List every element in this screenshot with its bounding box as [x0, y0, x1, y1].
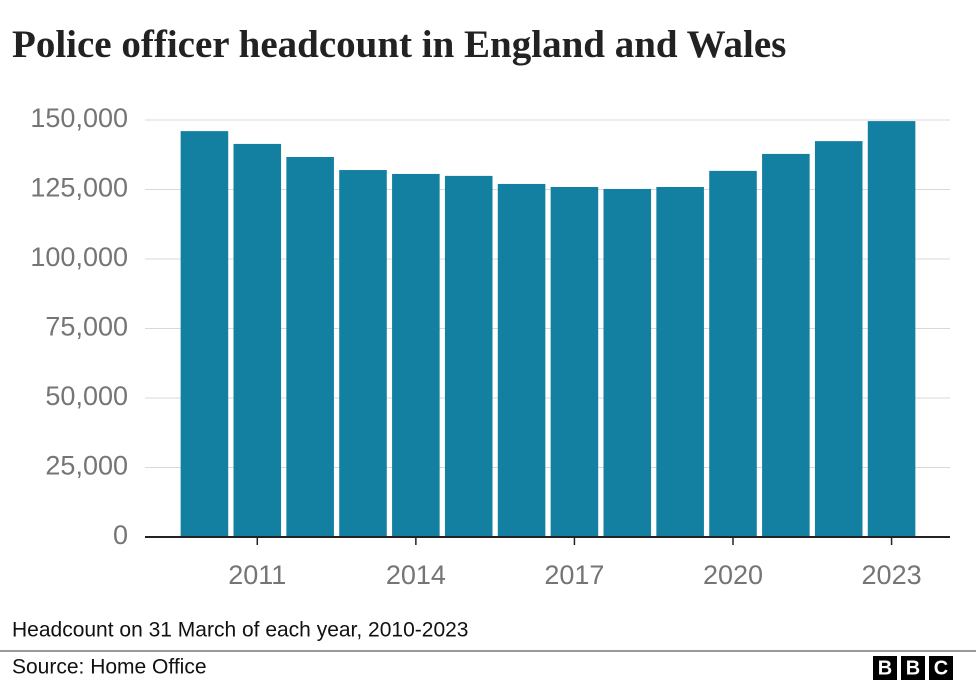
bar — [180, 131, 229, 537]
bar — [656, 186, 704, 538]
logo-letter: C — [934, 657, 948, 679]
x-tick-label: 2023 — [862, 560, 922, 590]
logo-letter: B — [906, 657, 920, 679]
y-tick-label: 125,000 — [30, 173, 128, 203]
bar — [286, 156, 334, 537]
source: Source: Home Office — [12, 656, 207, 679]
logo-box — [901, 656, 925, 680]
x-tick-label: 2014 — [386, 560, 446, 590]
bar — [762, 153, 810, 537]
bar — [392, 173, 440, 537]
bar — [709, 170, 757, 537]
bar — [867, 121, 916, 537]
logo-box — [929, 656, 953, 680]
logo-letter: B — [878, 657, 892, 679]
bar — [497, 183, 546, 537]
y-tick-label: 50,000 — [45, 381, 128, 411]
note: Headcount on 31 March of each year, 2010… — [12, 619, 468, 642]
x-tick-label: 2017 — [544, 560, 604, 590]
y-tick-label: 0 — [113, 520, 128, 550]
bar — [550, 186, 599, 538]
x-tick-label: 2011 — [228, 560, 286, 590]
bar — [814, 141, 863, 538]
bar — [444, 175, 493, 538]
x-tick-label: 2020 — [703, 560, 763, 590]
y-tick-label: 75,000 — [45, 312, 128, 342]
y-tick-label: 150,000 — [30, 103, 128, 133]
y-tick-label: 25,000 — [45, 451, 128, 481]
bar — [233, 143, 282, 537]
chart-title: Police officer headcount in England and … — [12, 23, 786, 66]
logo-box — [873, 656, 897, 680]
y-tick-label: 100,000 — [30, 242, 128, 272]
bar — [339, 170, 387, 538]
bar — [603, 188, 652, 537]
